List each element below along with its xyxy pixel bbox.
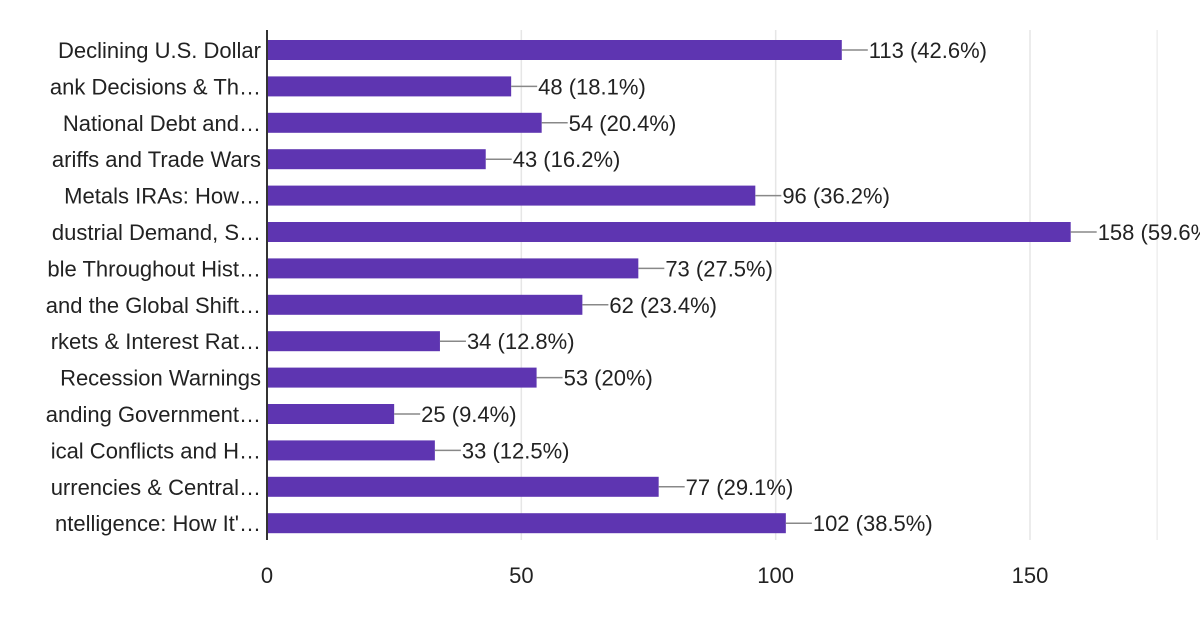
category-label: Recession Warnings	[60, 366, 261, 391]
data-label: 73 (27.5%)	[665, 256, 773, 281]
data-label: 34 (12.8%)	[467, 329, 575, 354]
bar	[267, 112, 542, 133]
category-label: ical Conflicts and H…	[51, 438, 261, 463]
bar	[267, 367, 537, 388]
x-tick-label: 150	[1012, 563, 1049, 588]
data-label: 62 (23.4%)	[609, 293, 717, 318]
category-label: ariffs and Trade Wars	[52, 147, 261, 172]
bar	[267, 404, 395, 424]
data-label: 77 (29.1%)	[686, 475, 794, 500]
bar	[267, 222, 1071, 242]
data-label: 54 (20.4%)	[569, 111, 677, 136]
data-label: 158 (59.6%)	[1098, 220, 1200, 245]
bar	[267, 440, 435, 461]
bar	[267, 294, 583, 315]
bar	[267, 76, 512, 97]
bar	[267, 149, 486, 170]
bar	[267, 476, 659, 497]
category-label: National Debt and…	[63, 111, 261, 136]
category-label: Declining U.S. Dollar	[58, 38, 261, 63]
category-label: rkets & Interest Rat…	[51, 329, 261, 354]
bar	[267, 331, 440, 352]
x-tick-label: 50	[509, 563, 533, 588]
data-label: 25 (9.4%)	[421, 402, 516, 427]
bar	[267, 258, 639, 279]
x-tick-label: 100	[757, 563, 794, 588]
bar	[267, 40, 842, 60]
category-label: urrencies & Central…	[51, 475, 261, 500]
data-label: 33 (12.5%)	[462, 438, 570, 463]
category-label: dustrial Demand, S…	[52, 220, 261, 245]
bar	[267, 185, 756, 206]
data-label: 48 (18.1%)	[538, 74, 646, 99]
bar	[267, 513, 786, 534]
category-label: ntelligence: How It'…	[55, 511, 261, 536]
data-label: 102 (38.5%)	[813, 511, 933, 536]
category-label: ble Throughout Hist…	[47, 256, 261, 281]
data-label: 113 (42.6%)	[869, 38, 987, 63]
data-label: 53 (20%)	[564, 366, 653, 391]
data-label: 96 (36.2%)	[782, 184, 890, 209]
data-label: 43 (16.2%)	[513, 147, 621, 172]
x-tick-label: 0	[261, 563, 273, 588]
category-label: anding Government…	[46, 402, 261, 427]
category-label: Metals IRAs: How…	[64, 184, 261, 209]
category-label: and the Global Shift…	[46, 293, 261, 318]
category-label: ank Decisions & Th…	[50, 74, 261, 99]
